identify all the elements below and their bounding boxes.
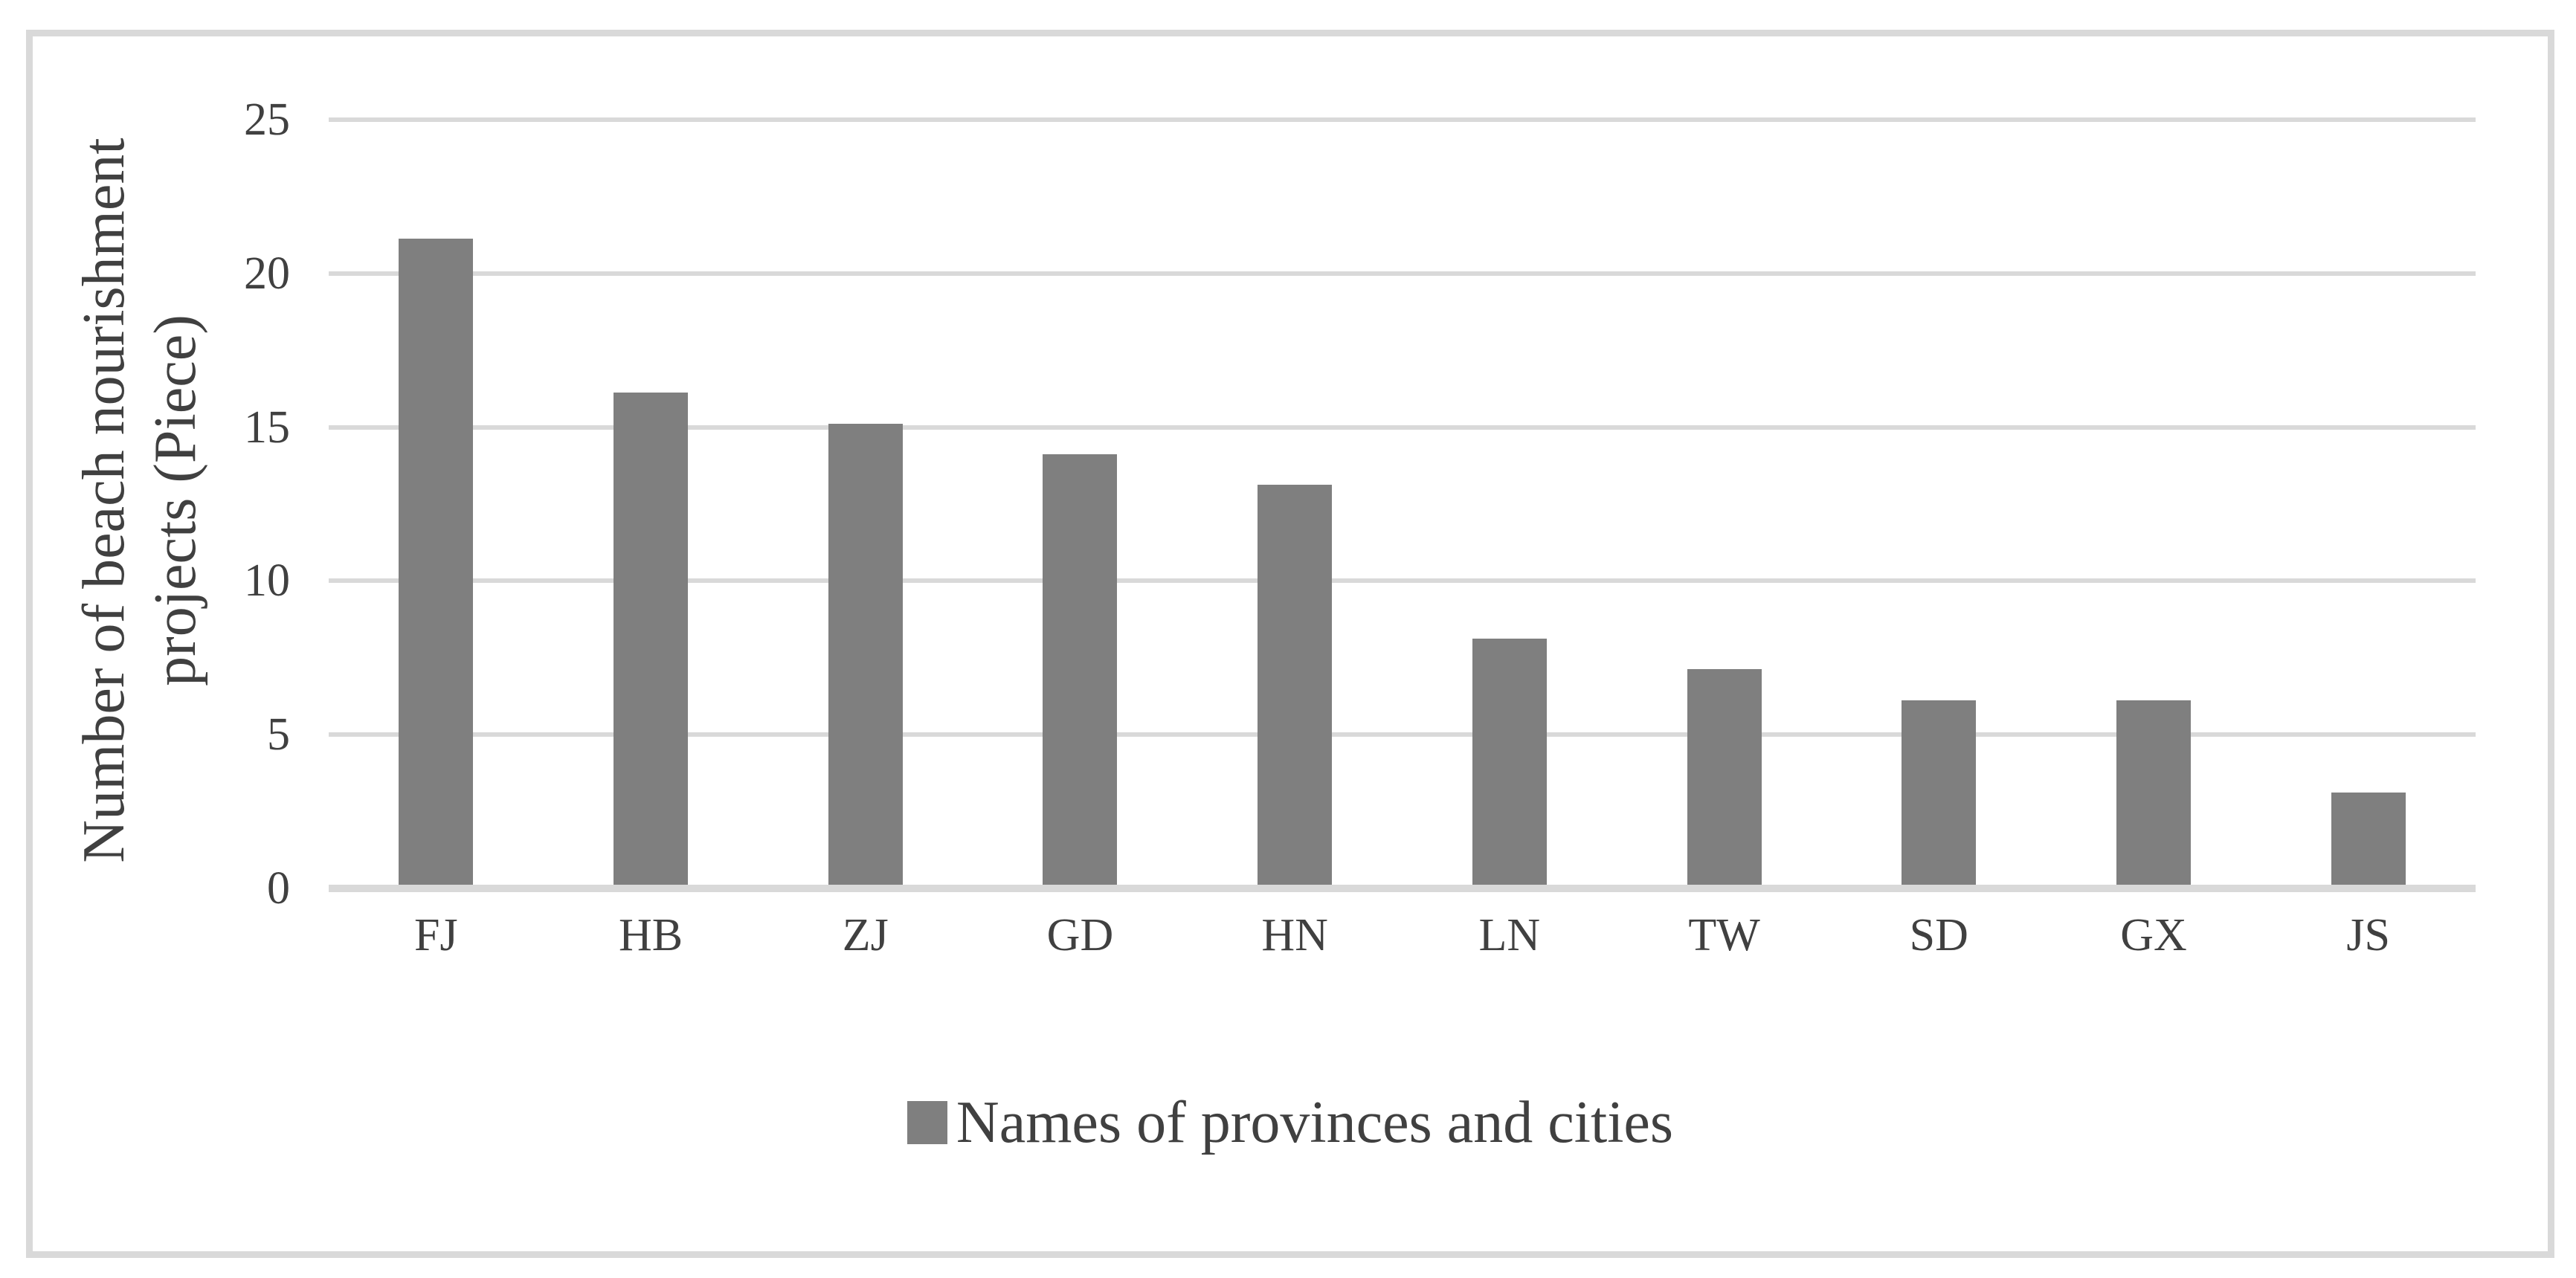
bar-slot-FJ <box>329 120 544 885</box>
y-tick-label-15: 15 <box>244 401 290 453</box>
gridline-25 <box>329 117 2476 122</box>
y-tick-label-25: 25 <box>244 94 290 145</box>
gridline-10 <box>329 578 2476 584</box>
y-tick-label-20: 20 <box>244 248 290 299</box>
bar-slot-GX <box>2047 120 2261 885</box>
bar-slot-SD <box>1832 120 2047 885</box>
bar-FJ <box>399 239 474 885</box>
x-category-label-LN: LN <box>1478 910 1541 961</box>
x-axis-line <box>329 885 2476 892</box>
bar-GD <box>1043 454 1118 885</box>
x-category-label-GX: GX <box>2120 910 2187 961</box>
bar-ZJ <box>828 423 903 885</box>
bar-series <box>329 120 2476 885</box>
legend-label: Names of provinces and cities <box>956 1090 1674 1155</box>
plot-area <box>329 117 2476 892</box>
x-category-label-FJ: FJ <box>414 910 458 961</box>
bar-slot-HB <box>544 120 759 885</box>
bar-JS <box>2331 792 2406 885</box>
x-category-label-SD: SD <box>1909 910 1968 961</box>
x-axis-category-labels: FJ HB ZJ GD HN LN TW SD GX JS <box>329 909 2476 962</box>
bar-HB <box>614 393 689 885</box>
x-category-label-GD: GD <box>1046 910 1114 961</box>
bar-slot-LN <box>1403 120 1617 885</box>
bar-slot-GD <box>973 120 1188 885</box>
y-tick-label-10: 10 <box>244 555 290 607</box>
bar-TW <box>1687 669 1762 885</box>
y-tick-label-5: 5 <box>267 709 290 761</box>
gridline-20 <box>329 271 2476 276</box>
bar-slot-TW <box>1617 120 1832 885</box>
bar-slot-ZJ <box>758 120 973 885</box>
x-category-label-HN: HN <box>1261 910 1328 961</box>
y-tick-label-0: 0 <box>267 863 290 914</box>
x-category-label-ZJ: ZJ <box>842 910 889 961</box>
bar-slot-HN <box>1188 120 1403 885</box>
gridline-5 <box>329 732 2476 738</box>
bar-slot-JS <box>2261 120 2476 885</box>
bar-HN <box>1258 485 1333 885</box>
bar-LN <box>1472 639 1547 885</box>
x-category-label-TW: TW <box>1688 910 1760 961</box>
gridline-15 <box>329 425 2476 430</box>
x-category-label-HB: HB <box>618 910 683 961</box>
legend-swatch-icon <box>907 1101 947 1144</box>
bar-SD <box>1902 700 1977 885</box>
legend: Names of provinces and cities <box>26 1082 2554 1164</box>
bar-GX <box>2116 700 2191 885</box>
x-category-label-JS: JS <box>2346 910 2390 961</box>
